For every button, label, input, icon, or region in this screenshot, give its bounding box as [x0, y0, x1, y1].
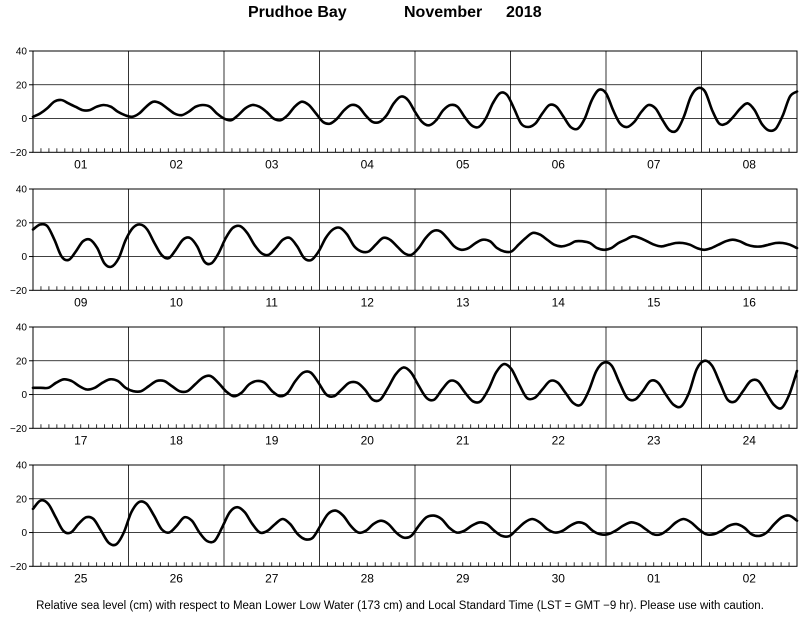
- day-label: 19: [265, 433, 279, 447]
- year-label: 2018: [506, 4, 542, 21]
- y-tick-label: −20: [10, 148, 27, 159]
- day-label: 16: [743, 295, 757, 309]
- day-label: 10: [170, 295, 184, 309]
- day-label: 01: [647, 571, 661, 585]
- day-label: 14: [552, 295, 566, 309]
- tide-curve: [31, 222, 799, 269]
- day-label: 02: [170, 157, 184, 171]
- y-tick-label: 20: [16, 80, 28, 91]
- day-label: 27: [265, 571, 279, 585]
- day-label: 03: [265, 157, 279, 171]
- day-label: 24: [743, 433, 757, 447]
- day-label: 05: [456, 157, 470, 171]
- y-tick-label: −20: [10, 286, 27, 297]
- tide-curve: [31, 498, 799, 547]
- y-tick-label: −20: [10, 424, 27, 435]
- day-label: 22: [552, 433, 566, 447]
- day-label: 28: [361, 571, 375, 585]
- station-name: Prudhoe Bay: [248, 4, 347, 21]
- y-tick-label: 20: [16, 494, 28, 505]
- y-tick-label: 0: [21, 390, 27, 401]
- day-label: 08: [743, 157, 757, 171]
- y-tick-label: 40: [16, 461, 28, 472]
- day-label: 29: [456, 571, 470, 585]
- day-label: 25: [74, 571, 88, 585]
- day-label: 07: [647, 157, 661, 171]
- day-label: 06: [552, 157, 566, 171]
- month-label: November: [404, 4, 483, 21]
- day-label: 02: [743, 571, 757, 585]
- footer-note: Relative sea level (cm) with respect to …: [36, 600, 764, 612]
- day-label: 18: [170, 433, 184, 447]
- day-label: 26: [170, 571, 184, 585]
- day-label: 01: [74, 157, 88, 171]
- y-tick-label: 0: [21, 528, 27, 539]
- y-tick-label: 20: [16, 356, 28, 367]
- y-tick-label: 40: [16, 185, 28, 196]
- day-label: 12: [361, 295, 375, 309]
- y-tick-label: 0: [21, 252, 27, 263]
- day-label: 30: [552, 571, 566, 585]
- day-label: 13: [456, 295, 470, 309]
- y-tick-label: 20: [16, 218, 28, 229]
- day-label: 15: [647, 295, 661, 309]
- day-label: 21: [456, 433, 470, 447]
- tide-curve: [31, 359, 799, 410]
- y-tick-label: −20: [10, 562, 27, 573]
- y-tick-label: 40: [16, 47, 28, 58]
- y-tick-label: 0: [21, 114, 27, 125]
- day-label: 17: [74, 433, 88, 447]
- day-label: 04: [361, 157, 375, 171]
- chart-title: Prudhoe Bay November 2018: [0, 4, 800, 28]
- day-label: 23: [647, 433, 661, 447]
- day-label: 11: [266, 295, 279, 309]
- y-tick-label: 40: [16, 323, 28, 334]
- day-label: 20: [361, 433, 375, 447]
- day-label: 09: [74, 295, 88, 309]
- tide-curve: [31, 86, 799, 134]
